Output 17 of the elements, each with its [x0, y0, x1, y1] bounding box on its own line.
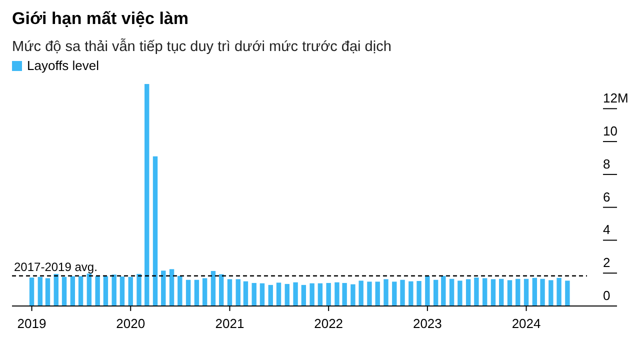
y-tick-label: 10	[603, 124, 618, 139]
x-tick-label: 2024	[512, 316, 541, 331]
x-tick-label: 2023	[412, 316, 442, 331]
x-tick-label: 2021	[215, 316, 244, 331]
x-tick-label: 2019	[17, 316, 46, 331]
chart-title: Giới hạn mất việc làm	[12, 9, 188, 28]
ref-line-label: 2017-2019 avg.	[14, 260, 98, 274]
y-tick-label: 6	[603, 189, 610, 204]
y-tick-label: 4	[603, 222, 610, 238]
legend-label: Layoffs level	[27, 58, 100, 73]
x-tick-label: 2020	[116, 316, 146, 331]
x-tick-label: 2022	[314, 316, 344, 331]
y-tick-label: 2	[603, 255, 610, 270]
y-tick-label: 12M	[603, 90, 628, 106]
y-tick-label: 0	[603, 288, 610, 303]
chart-subtitle: Mức độ sa thải vẫn tiếp tục duy trì dưới mức trước đại dịch	[12, 38, 392, 55]
y-tick-label: 8	[603, 156, 610, 172]
